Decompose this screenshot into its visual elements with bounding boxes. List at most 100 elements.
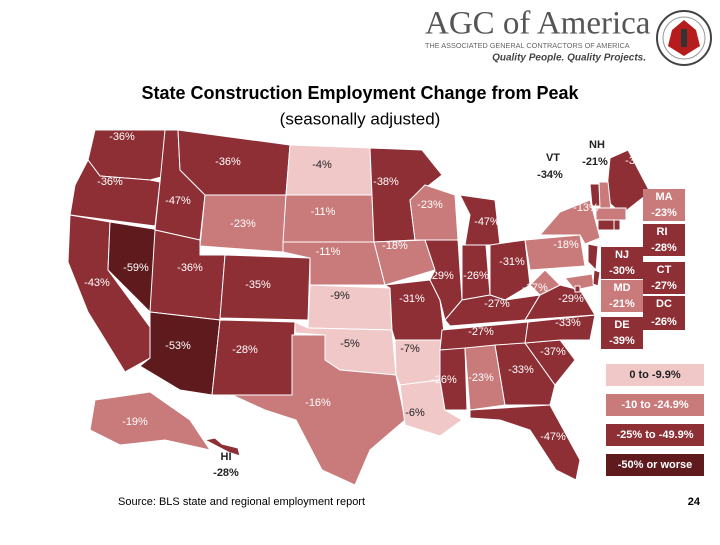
state-value: -31% — [399, 293, 425, 305]
legend-swatch — [606, 394, 704, 416]
legend-swatch — [606, 364, 704, 386]
state-name: MA — [655, 191, 672, 203]
state-value: -30% — [625, 155, 651, 167]
state-value: -34% — [537, 169, 563, 181]
state-value: -59% — [123, 262, 149, 274]
state-value: -35% — [245, 279, 271, 291]
state-name: HI — [221, 451, 232, 463]
state-value: -37% — [540, 346, 566, 358]
brand: AGC of America — [425, 6, 651, 42]
state-shape — [282, 194, 375, 243]
state-name: DC — [656, 298, 672, 310]
state-value: -26% — [651, 316, 677, 328]
us-map: -36% -36% -43% -59% -47% -36% -23% -36% -35% -53%… — [67, 129, 685, 486]
state-value: -36% — [215, 156, 241, 168]
state-name: DE — [614, 319, 629, 331]
state-shape — [538, 199, 601, 245]
state-value: -5% — [340, 338, 360, 350]
state-tag-bg — [601, 280, 643, 312]
state-shape — [597, 219, 615, 231]
state-value: -17% — [522, 282, 548, 294]
state-shape — [139, 311, 221, 396]
brand-subtitle: THE ASSOCIATED GENERAL CONTRACTORS OF AM… — [425, 41, 630, 50]
state-shape — [211, 319, 296, 396]
state-value: -47% — [540, 431, 566, 443]
state-value: -28% — [232, 344, 258, 356]
state-tag-bg — [643, 262, 685, 294]
state-shape — [409, 184, 459, 241]
state-value: -36% — [97, 176, 123, 188]
legend-label: -50% or worse — [618, 459, 693, 471]
state-value: -13% — [573, 202, 599, 214]
state-shape — [613, 219, 621, 231]
state-value: -29% — [428, 270, 454, 282]
subtitle: (seasonally adjusted) — [280, 109, 441, 128]
source: Source: BLS state and regional employmen… — [118, 496, 365, 508]
state-value: -27% — [484, 298, 510, 310]
state-value: -26% — [463, 270, 489, 282]
title: State Construction Employment Change fro… — [141, 83, 579, 103]
state-tag-bg — [601, 317, 643, 349]
state-shape — [231, 334, 406, 486]
state-name: NH — [589, 139, 605, 151]
state-value: -23% — [651, 207, 677, 219]
legend-label: 0 to -9.9% — [629, 369, 681, 381]
state-shape — [592, 269, 601, 287]
state-shape — [444, 294, 541, 327]
state-value: -53% — [165, 340, 191, 352]
state-value: -38% — [373, 176, 399, 188]
state-name: NJ — [615, 249, 629, 261]
state-shape — [524, 234, 586, 271]
legend-swatch — [606, 424, 704, 446]
state-value: -27% — [468, 326, 494, 338]
state-shape — [439, 347, 468, 411]
state-shape — [89, 391, 212, 451]
legend-label: -25% to -49.9% — [616, 429, 693, 441]
state-value: -21% — [609, 298, 635, 310]
state-value: -4% — [312, 159, 332, 171]
state-value: -23% — [230, 218, 256, 230]
state-shape — [494, 342, 556, 406]
state-value: -23% — [468, 372, 494, 384]
state-value: -39% — [609, 335, 635, 347]
state-shape — [529, 269, 561, 296]
state-shape — [587, 243, 599, 272]
state-shape — [307, 284, 393, 331]
state-value: -6% — [405, 407, 425, 419]
legend: 0 to -9.9% -10 to -24.9% -25% to -49.9% -50… — [606, 364, 704, 476]
state-shape — [489, 239, 531, 301]
state-name: CT — [657, 264, 672, 276]
state-shape — [424, 239, 463, 322]
state-value: -16% — [305, 397, 331, 409]
state-value: -21% — [582, 156, 608, 168]
state-shape — [564, 273, 595, 291]
legend-swatch — [606, 454, 704, 476]
state-tag-bg — [643, 224, 685, 256]
state-name: VT — [546, 152, 560, 164]
state-value: -26% — [431, 374, 457, 386]
state-value: -19% — [122, 416, 148, 428]
page-number: 24 — [688, 496, 701, 508]
state-shape — [469, 404, 581, 481]
state-tag-bg — [643, 189, 685, 221]
state-value: -9% — [330, 290, 350, 302]
state-tag-bg — [643, 296, 685, 330]
state-value: -33% — [555, 317, 581, 329]
state-shape — [203, 437, 241, 457]
state-value: -31% — [499, 256, 525, 268]
state-name: RI — [657, 226, 668, 238]
state-shape — [574, 285, 581, 293]
state-value: -28% — [651, 242, 677, 254]
state-value: -11% — [316, 246, 341, 258]
state-tag-bg — [601, 247, 643, 279]
state-value: -30% — [609, 265, 635, 277]
header: AGC of America THE ASSOCIATED GENERAL CO… — [425, 6, 712, 66]
state-value: -47% — [474, 216, 500, 228]
state-value: -47% — [165, 195, 191, 207]
state-value: -29% — [558, 293, 584, 305]
tagline: Quality People. Quality Projects. — [492, 53, 646, 64]
state-shape — [595, 207, 627, 221]
state-name: MD — [613, 282, 630, 294]
